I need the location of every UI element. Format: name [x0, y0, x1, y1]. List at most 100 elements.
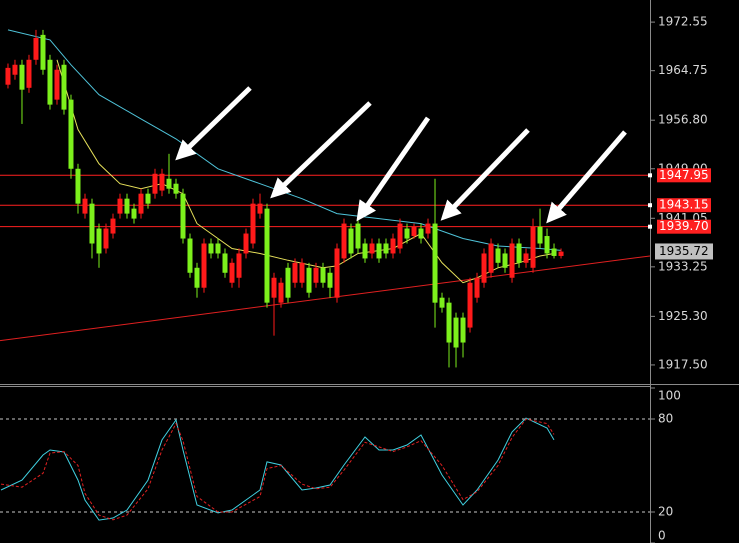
indicator-line: [0, 418, 555, 521]
candle-body: [75, 168, 81, 204]
candle-body: [159, 173, 165, 191]
candle-body: [117, 198, 123, 214]
candle-body: [264, 208, 270, 303]
candle-body: [208, 243, 214, 254]
y-tick-label: 80: [658, 412, 673, 426]
candle-body: [341, 223, 347, 259]
candle-body: [124, 198, 130, 214]
level-label: 1947.95: [659, 168, 709, 182]
candle-body: [250, 203, 256, 244]
candle-body: [551, 248, 557, 256]
candle-body: [103, 228, 109, 249]
candle-body: [537, 226, 543, 244]
arrow: [356, 116, 431, 222]
candle-body: [257, 203, 263, 214]
candle-body: [54, 69, 60, 100]
candle-body: [299, 262, 305, 283]
candle-body: [425, 223, 431, 234]
candle-body: [369, 243, 375, 254]
candle-body: [12, 64, 18, 75]
candle-body: [313, 267, 319, 283]
candle-body: [96, 228, 102, 254]
candle-body: [222, 253, 228, 273]
candle-body: [61, 64, 67, 110]
candle-body: [418, 228, 424, 239]
candle-body: [411, 226, 417, 237]
candle-body: [89, 203, 95, 244]
candle-body: [446, 302, 452, 343]
candle-body: [348, 228, 354, 254]
y-tick-label: 1964.75: [658, 63, 708, 77]
candle-body: [145, 193, 151, 204]
level-marker: [648, 203, 652, 208]
y-tick-label: 100: [658, 389, 681, 403]
level-label-box: [657, 168, 711, 183]
candle-body: [138, 193, 144, 214]
candle-body: [166, 178, 172, 189]
y-tick-label: 1917.50: [658, 357, 708, 371]
candle-body: [33, 37, 39, 60]
candle-body: [355, 223, 361, 249]
last-price-label: 1935.72: [659, 244, 709, 258]
candle-body: [180, 193, 186, 239]
candle-body: [40, 34, 46, 70]
arrow: [546, 130, 627, 224]
arrow: [440, 128, 530, 221]
arrow: [175, 86, 252, 161]
candle-body: [5, 67, 11, 85]
candle-body: [404, 228, 410, 239]
candle-body: [278, 282, 284, 303]
level-label: 1943.15: [659, 198, 709, 212]
y-tick-label: 20: [658, 505, 673, 519]
candle-body: [243, 233, 249, 254]
candle-body: [271, 277, 277, 298]
trendline: [0, 255, 651, 342]
y-tick-label: 1925.30: [658, 309, 708, 323]
candle-body: [285, 267, 291, 298]
candle-body: [306, 267, 312, 293]
candle-body: [82, 198, 88, 214]
candle-body: [47, 59, 53, 105]
last-price-box: [655, 243, 713, 260]
y-tick-label: 0: [658, 529, 666, 543]
candle-body: [19, 64, 25, 90]
arrows: [175, 86, 627, 224]
candle-body: [509, 243, 515, 278]
candle-body: [530, 226, 536, 268]
level-label: 1939.70: [659, 219, 709, 233]
candle-body: [474, 277, 480, 298]
candle-body: [488, 243, 494, 273]
candle-body: [558, 251, 564, 256]
level-label-box: [657, 198, 711, 213]
y-tick-label: 1956.80: [658, 113, 708, 127]
candle-body: [68, 99, 74, 169]
level-label-box: [657, 219, 711, 234]
candle-body: [173, 183, 179, 194]
candle-body: [194, 267, 200, 288]
candle-body: [481, 253, 487, 283]
candle-body: [523, 253, 529, 263]
candle-body: [236, 253, 242, 278]
candle-body: [131, 208, 137, 219]
candle-body: [362, 243, 368, 259]
candle-body: [334, 248, 340, 298]
level-marker: [648, 173, 652, 178]
candle-body: [453, 317, 459, 348]
candle-body: [201, 243, 207, 288]
level-marker: [648, 224, 652, 229]
y-tick-label: 1933.25: [658, 259, 708, 273]
candle-body: [292, 262, 298, 283]
indicator-line: [0, 417, 555, 521]
candle-body: [110, 218, 116, 234]
y-tick-label: 1972.55: [658, 15, 708, 29]
candle-body: [460, 317, 466, 343]
candle-body: [229, 262, 235, 283]
candle-body: [187, 238, 193, 273]
candle-body: [376, 243, 382, 259]
candle-body: [432, 223, 438, 303]
candle-body: [397, 223, 403, 249]
candle-body: [495, 248, 501, 263]
